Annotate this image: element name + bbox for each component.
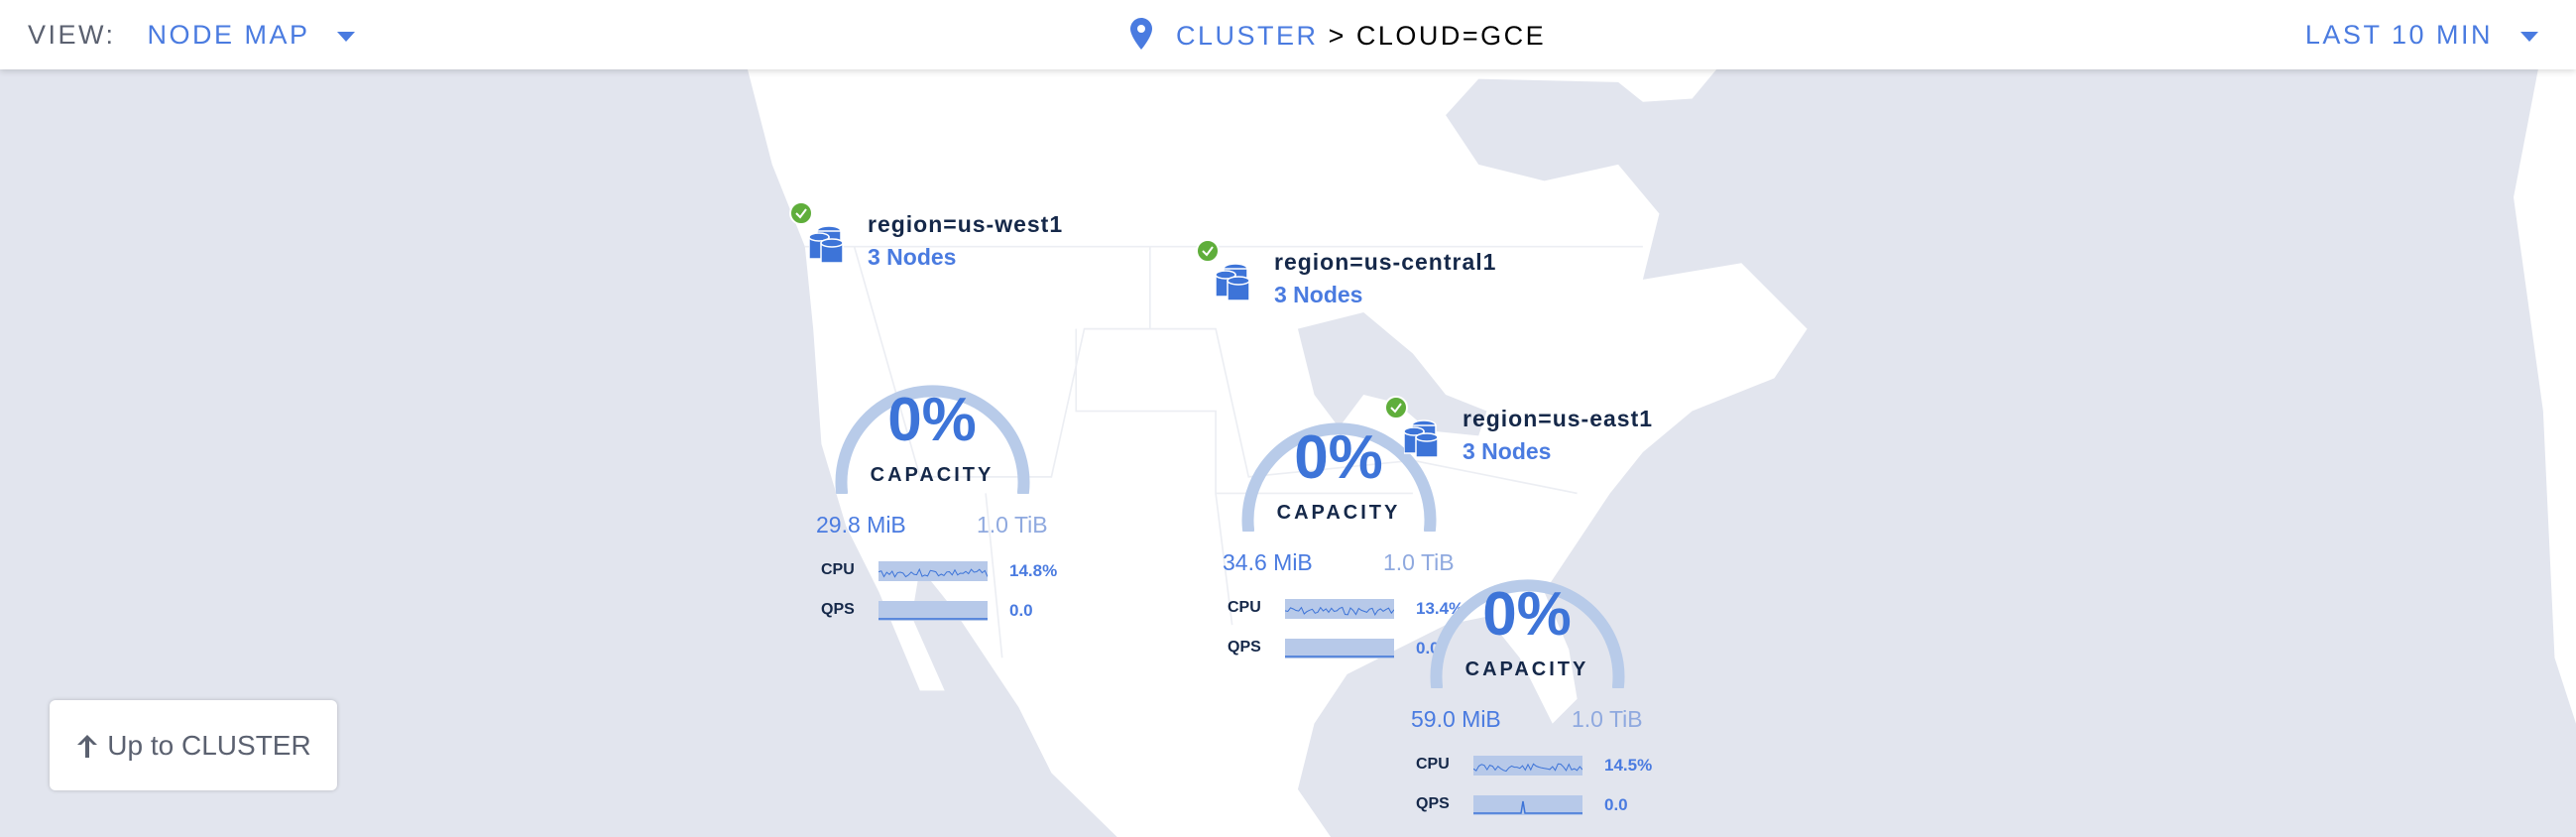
cpu-value: 13.4%	[1416, 599, 1464, 618]
breadcrumb-cluster-link[interactable]: CLUSTER	[1176, 21, 1319, 51]
cpu-label: CPU	[821, 561, 855, 578]
capacity-label: CAPACITY	[1464, 658, 1589, 680]
capacity-total: 1.0 TiB	[1572, 706, 1643, 732]
breadcrumb-current: CLOUD=GCE	[1355, 21, 1547, 51]
breadcrumb: CLUSTER > CLOUD=GCE	[1130, 18, 1546, 53]
qps-sparkline	[878, 601, 988, 621]
region-name[interactable]: region=us-central1	[1274, 249, 1497, 275]
node-count[interactable]: 3 Nodes	[1463, 438, 1552, 464]
region-name[interactable]: region=us-west1	[868, 211, 1064, 237]
capacity-label: CAPACITY	[870, 464, 995, 486]
capacity-total: 1.0 TiB	[977, 512, 1048, 538]
map-pin-icon	[1130, 18, 1152, 50]
qps-label: QPS	[821, 601, 855, 618]
cpu-sparkline	[1285, 599, 1394, 619]
capacity-used: 59.0 MiB	[1411, 706, 1501, 732]
view-selector[interactable]: VIEW: NODE MAP	[28, 18, 356, 52]
caret-down-icon[interactable]	[2520, 31, 2538, 42]
cpu-value: 14.5%	[1604, 756, 1653, 775]
check-circle-icon	[1384, 396, 1408, 419]
great-lakes	[1297, 312, 1487, 436]
check-circle-icon	[789, 201, 813, 225]
cpu-sparkline	[878, 561, 988, 581]
capacity-label: CAPACITY	[1276, 502, 1401, 524]
qps-label: QPS	[1416, 795, 1450, 812]
capacity-total: 1.0 TiB	[1383, 549, 1455, 575]
capacity-percent: 0%	[1294, 423, 1383, 492]
database-icon[interactable]	[1404, 419, 1440, 459]
capacity-gauge	[835, 385, 1030, 494]
cpu-label: CPU	[1228, 599, 1261, 616]
capacity-used: 34.6 MiB	[1223, 549, 1313, 575]
database-icon[interactable]	[809, 225, 845, 265]
qps-value: 0.0	[1604, 795, 1628, 814]
qps-sparkline	[1285, 639, 1394, 658]
up-to-cluster-button[interactable]: Up to CLUSTER	[50, 700, 337, 790]
node-count[interactable]: 3 Nodes	[1274, 282, 1363, 307]
capacity-percent: 0%	[887, 386, 977, 454]
breadcrumb-separator: >	[1328, 21, 1347, 51]
state-borders	[804, 245, 1643, 658]
time-range-value[interactable]: LAST 10 MIN	[2304, 20, 2493, 50]
view-label: VIEW:	[28, 20, 116, 50]
top-bar: VIEW: NODE MAP CLUSTER > CLOUD=GCE LAST …	[0, 0, 2576, 69]
up-to-cluster-label: Up to CLUSTER	[107, 729, 311, 761]
cpu-sparkline	[1473, 756, 1582, 776]
caret-down-icon[interactable]	[337, 31, 356, 42]
capacity-gauge	[1430, 579, 1625, 688]
region-panel[interactable]: region=us-west1 3 Nodes 0% CAPACITY 29.8…	[789, 201, 1116, 638]
arrow-up-icon	[77, 734, 98, 758]
qps-label: QPS	[1228, 639, 1261, 656]
qps-value: 0.0	[1009, 601, 1033, 620]
database-icon[interactable]	[1216, 263, 1251, 302]
check-circle-icon	[1196, 239, 1220, 263]
capacity-used: 29.8 MiB	[816, 512, 906, 538]
time-range-selector[interactable]: LAST 10 MIN	[2305, 18, 2538, 52]
node-count[interactable]: 3 Nodes	[868, 244, 957, 270]
region-name[interactable]: region=us-east1	[1463, 406, 1654, 431]
capacity-percent: 0%	[1482, 580, 1572, 649]
cpu-value: 14.8%	[1009, 561, 1058, 580]
view-value[interactable]: NODE MAP	[147, 20, 310, 50]
greenland	[2514, 68, 2576, 724]
region-panel[interactable]: region=us-east1 3 Nodes 0% CAPACITY 59.0…	[1384, 396, 1711, 832]
qps-sparkline	[1473, 795, 1582, 815]
capacity-gauge	[1241, 422, 1437, 532]
cpu-label: CPU	[1416, 756, 1450, 773]
region-panel[interactable]: region=us-central1 3 Nodes 0% CAPACITY 3…	[1196, 239, 1523, 675]
